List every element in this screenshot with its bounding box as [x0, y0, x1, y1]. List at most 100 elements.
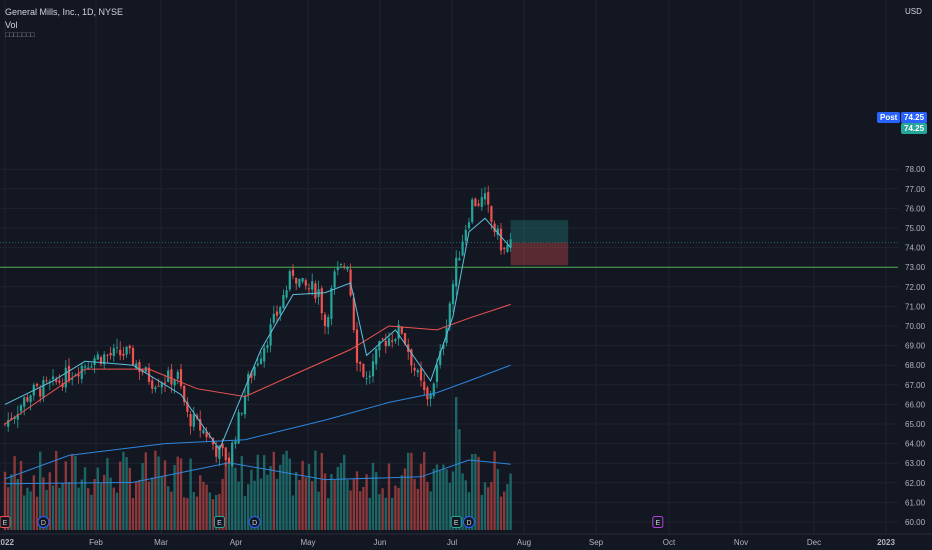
candle-body: [163, 382, 167, 384]
volume-bar: [55, 450, 58, 530]
symbol-title[interactable]: General Mills, Inc., 1D, NYSE: [5, 7, 124, 17]
volume-bar: [407, 452, 410, 530]
ma-slow-line: [4, 364, 511, 480]
candle-body: [320, 288, 323, 314]
volume-bar: [240, 456, 243, 530]
candle-body: [381, 338, 384, 340]
volume-bar: [304, 477, 307, 530]
candle-body: [439, 351, 442, 365]
candle-body: [77, 374, 80, 377]
volume-bar: [93, 478, 96, 530]
candle-body: [496, 228, 499, 236]
volume-bar: [103, 474, 106, 530]
candle-body: [419, 368, 423, 381]
volume-bar: [477, 456, 480, 530]
x-tick-label: Mar: [154, 538, 168, 547]
volume-bar: [211, 499, 215, 530]
volume-bar: [442, 464, 445, 530]
candle-body: [19, 405, 23, 412]
volume-bar: [499, 496, 503, 530]
candle-body: [186, 401, 189, 412]
volume-bar: [419, 463, 423, 530]
y-tick-label: 72.00: [905, 283, 926, 292]
y-tick-label: 74.00: [905, 244, 926, 253]
x-tick-label: Apr: [230, 538, 243, 547]
volume-bar: [394, 485, 397, 530]
volume-bar: [378, 494, 381, 530]
volume-bar: [125, 457, 128, 530]
volume-bar: [327, 498, 330, 530]
y-tick-label: 68.00: [905, 361, 926, 370]
candle-body: [205, 431, 208, 438]
volume-bar: [77, 487, 80, 530]
candle-body: [106, 354, 109, 356]
volume-bar: [96, 467, 99, 530]
candle-body: [471, 199, 474, 223]
event-marker-label: E: [655, 520, 660, 527]
volume-indicator-label[interactable]: Vol: [5, 20, 18, 30]
candle-body: [477, 203, 480, 206]
candle-body: [243, 395, 247, 415]
candle-body: [279, 307, 282, 314]
volume-bar: [314, 450, 317, 530]
candle-body: [346, 267, 349, 270]
candle-body: [435, 364, 439, 382]
volume-bar: [365, 474, 368, 530]
volume-bar: [288, 458, 291, 530]
volume-bar: [298, 480, 301, 530]
volume-bar: [10, 474, 13, 530]
volume-bar: [112, 487, 115, 530]
candle-body: [352, 297, 355, 331]
volume-bar: [355, 471, 359, 530]
volume-bar: [362, 486, 365, 530]
y-tick-label: 67.00: [905, 381, 926, 390]
earnings-marker: [652, 516, 664, 528]
event-marker-label: D: [41, 520, 46, 527]
volume-bar: [83, 467, 87, 530]
x-tick-label: Jun: [374, 538, 387, 547]
volume-bar: [205, 484, 208, 530]
candle-body: [208, 436, 211, 438]
y-tick-label: 73.00: [905, 263, 926, 272]
candle-body: [218, 445, 221, 459]
candle-body: [403, 333, 407, 344]
volume-bar: [192, 492, 195, 530]
volume-bar: [3, 471, 7, 530]
currency-label: USD: [905, 7, 922, 16]
volume-bar: [215, 494, 218, 530]
volume-bar: [291, 495, 295, 530]
candle-body: [61, 383, 64, 388]
volume-bar: [99, 483, 103, 530]
candle-body: [464, 229, 467, 241]
volume-bar: [349, 490, 352, 530]
volume-bar: [138, 479, 141, 530]
candle-body: [115, 347, 119, 349]
candle-body: [307, 288, 311, 290]
event-marker-label: E: [217, 520, 222, 527]
volume-bar: [23, 495, 26, 530]
candle-body: [295, 277, 298, 284]
volume-bar: [208, 492, 211, 530]
y-tick-label: 69.00: [905, 342, 926, 351]
event-marker-label: D: [466, 520, 471, 527]
volume-ma-line: [4, 459, 511, 485]
candle-body: [131, 348, 135, 366]
volume-bar: [106, 458, 109, 530]
candle-body: [259, 358, 263, 364]
volume-bar: [253, 480, 256, 530]
y-tick-label: 60.00: [905, 518, 926, 527]
candle-body: [275, 311, 279, 316]
candle-body: [253, 366, 256, 376]
candle-body: [378, 340, 381, 351]
candle-body: [410, 349, 413, 366]
volume-bar: [7, 487, 10, 530]
candle-body: [272, 313, 275, 323]
indicator-extra-label[interactable]: □□□□□□□: [5, 32, 35, 39]
volume-bar: [167, 486, 170, 530]
volume-bar: [16, 479, 19, 530]
candle-body: [170, 369, 173, 385]
volume-bar: [272, 451, 275, 530]
candle-body: [413, 367, 416, 371]
